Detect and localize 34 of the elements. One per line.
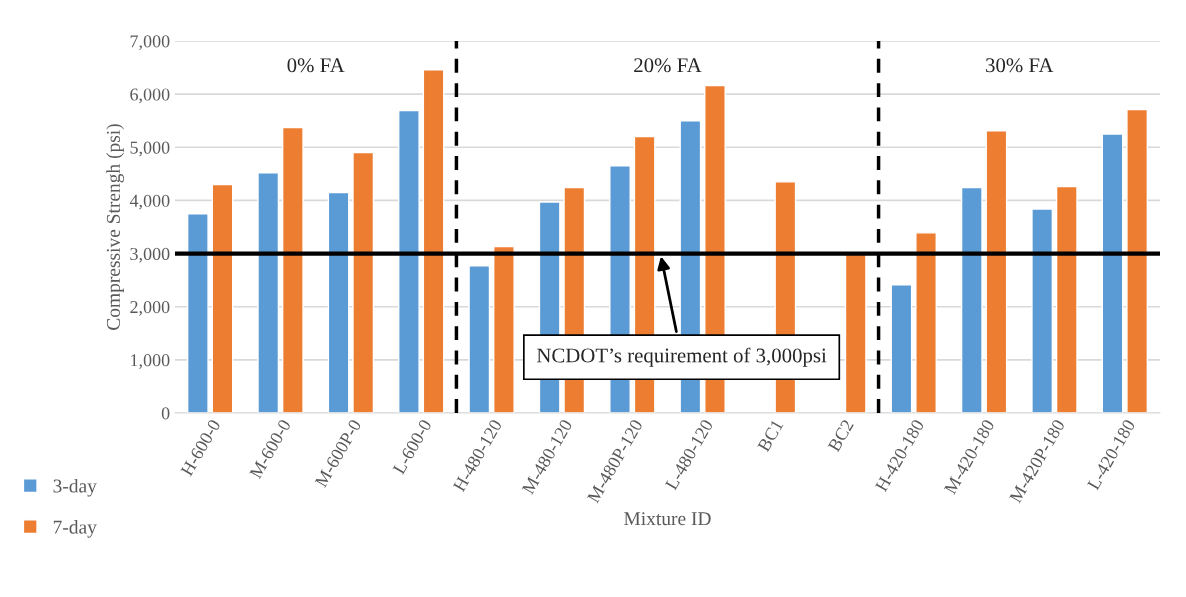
bar xyxy=(468,265,491,413)
bar xyxy=(960,186,983,413)
y-tick-label: 3,000 xyxy=(130,247,170,263)
y-tick-label: 0 xyxy=(161,407,170,420)
bar xyxy=(890,284,913,413)
bar xyxy=(281,126,304,413)
ref-line-label: NCDOT’s requirement of 3,000psi xyxy=(536,347,827,367)
y-tick-label: 2,000 xyxy=(130,300,170,316)
y-tick-label: 6,000 xyxy=(130,88,170,104)
bar xyxy=(186,213,209,413)
bar xyxy=(1126,108,1149,413)
y-tick-label: 7,000 xyxy=(130,35,170,51)
legend-label: 3-day xyxy=(53,478,97,497)
bar xyxy=(257,172,280,413)
legend-label: 7-day xyxy=(53,520,97,538)
annotation: 20% FA xyxy=(634,58,702,73)
bar xyxy=(915,232,937,413)
bar xyxy=(985,130,1008,413)
y-tick-label: 1,000 xyxy=(131,354,170,369)
bar xyxy=(211,183,234,413)
bar xyxy=(398,109,420,413)
annotation: 0% FA xyxy=(287,58,345,73)
bar xyxy=(1101,133,1124,413)
y-axis-title: Compressive Strengh (psi) xyxy=(106,124,124,330)
bar xyxy=(1031,208,1054,413)
x-axis-title: Mixture ID xyxy=(624,512,711,526)
bar xyxy=(422,69,445,413)
bar xyxy=(1055,185,1078,413)
bar xyxy=(352,151,375,413)
y-tick-label: 5,000 xyxy=(130,141,170,157)
bar xyxy=(493,245,515,413)
bar xyxy=(327,191,350,413)
y-tick-label: 4,000 xyxy=(129,194,170,210)
annotation: 30% FA xyxy=(986,58,1054,73)
